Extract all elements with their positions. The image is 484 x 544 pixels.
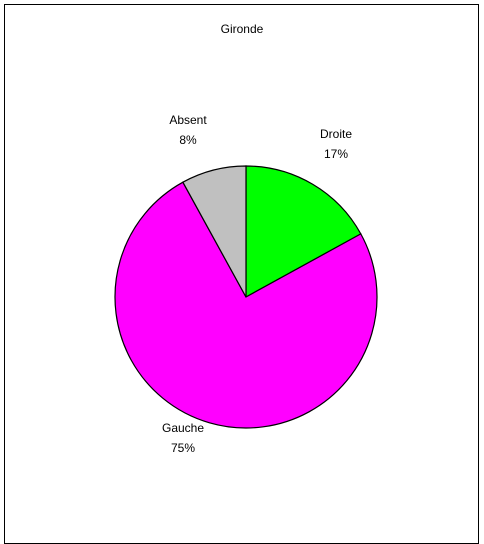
pie-slice-absent: [182, 165, 247, 298]
chart-title: Gironde: [220, 22, 264, 36]
slice-label-droite: Droite: [320, 127, 352, 141]
slice-percent-droite: 17%: [324, 147, 348, 161]
slice-percent-gauche: 75%: [171, 441, 195, 455]
slice-label-absent: Absent: [169, 113, 207, 127]
slice-label-gauche: Gauche: [162, 421, 204, 435]
slice-labels: Droite 17% Gauche 75% Absent 8%: [162, 113, 352, 455]
pie-slices: [114, 165, 378, 429]
pie-slice-gauche: [114, 181, 378, 429]
slice-percent-absent: 8%: [179, 133, 197, 147]
pie-slice-droite: [245, 165, 362, 299]
